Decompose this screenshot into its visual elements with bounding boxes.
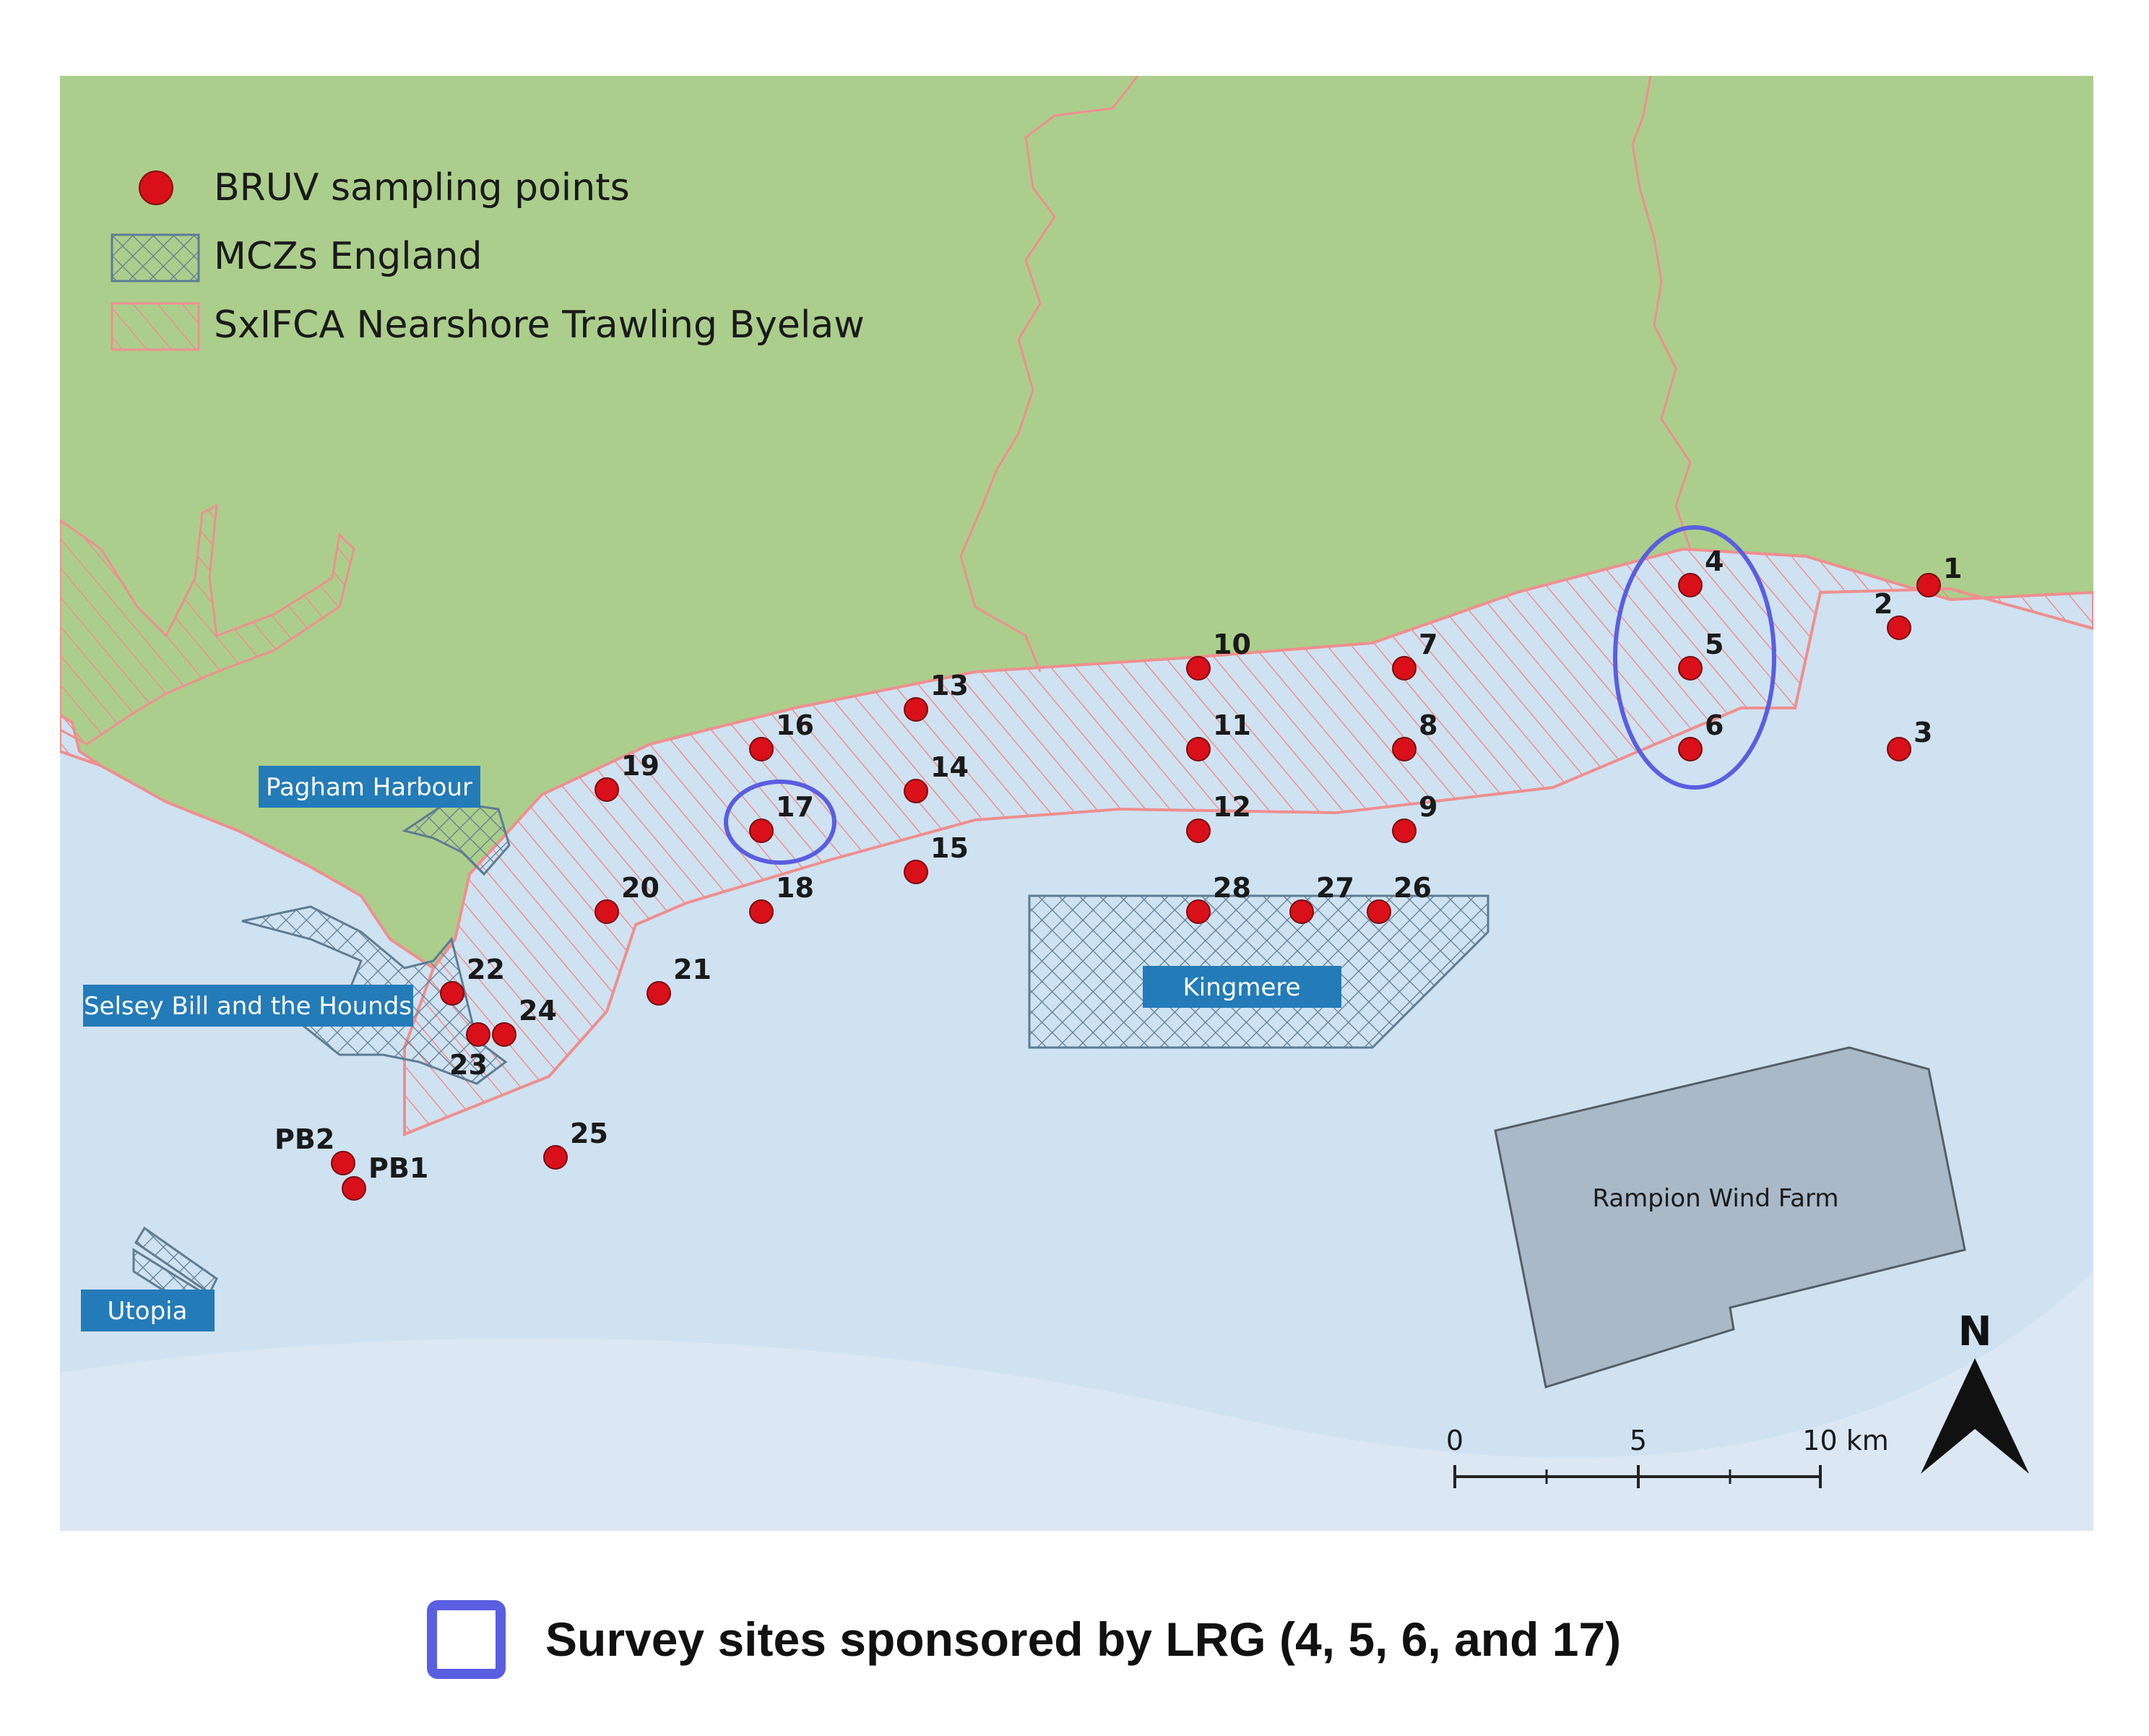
scale-label-0: 0 [1446, 1425, 1463, 1456]
sampling-point-p15 [904, 860, 928, 884]
sampling-point-label-p1: 1 [1943, 553, 1962, 584]
legend-label-points: BRUV sampling points [214, 166, 630, 210]
sampling-point-p16 [749, 737, 774, 761]
caption-swatch [427, 1600, 506, 1679]
sampling-point-label-p19: 19 [621, 750, 660, 782]
sampling-point-p19 [594, 777, 619, 802]
place-label-kingmere: Kingmere [1143, 966, 1341, 1008]
sampling-point-p28 [1186, 899, 1211, 924]
sampling-point-p21 [647, 981, 671, 1006]
sampling-point-p8 [1392, 737, 1417, 761]
county-boundary-west [959, 76, 1139, 673]
sampling-point-p5 [1678, 656, 1703, 681]
sampling-point-pb2 [331, 1151, 355, 1175]
sampling-point-p26 [1367, 899, 1391, 924]
sampling-point-p7 [1392, 656, 1417, 681]
scale-label-5: 5 [1630, 1425, 1647, 1456]
sampling-point-p27 [1289, 899, 1314, 924]
sampling-point-label-p20: 20 [621, 872, 660, 904]
sampling-point-p20 [594, 899, 619, 924]
sampling-point-label-p3: 3 [1914, 717, 1932, 748]
sampling-point-label-p23: 23 [449, 1049, 488, 1081]
sampling-point-label-p5: 5 [1705, 629, 1724, 660]
place-label-pagham: Pagham Harbour [259, 766, 480, 808]
north-label: N [1958, 1308, 1992, 1355]
sampling-point-p24 [492, 1022, 516, 1047]
sampling-point-p18 [749, 899, 774, 924]
sampling-point-p3 [1887, 737, 1911, 761]
pagham-label: Pagham Harbour [266, 773, 472, 802]
sampling-point-label-p9: 9 [1419, 791, 1437, 823]
legend-point-symbol [139, 170, 173, 205]
sampling-point-label-p12: 12 [1213, 791, 1251, 823]
sampling-point-label-p27: 27 [1316, 872, 1354, 904]
sampling-point-label-p22: 22 [467, 954, 505, 985]
legend-byelaw-symbol [111, 302, 200, 351]
sampling-point-label-p10: 10 [1213, 629, 1251, 660]
sampling-point-p6 [1678, 737, 1703, 761]
sampling-point-label-p15: 15 [930, 832, 969, 864]
north-arrow: N [1921, 1308, 2029, 1474]
sampling-point-p25 [543, 1145, 568, 1170]
sampling-point-p23 [466, 1022, 490, 1047]
sampling-point-label-p4: 4 [1705, 545, 1724, 577]
sampling-point-label-p16: 16 [776, 709, 814, 741]
sampling-point-label-p25: 25 [570, 1118, 608, 1149]
scale-bar: 0 5 10 km [1446, 1425, 1889, 1488]
sampling-point-p13 [904, 697, 928, 722]
sampling-point-label-p18: 18 [776, 872, 814, 904]
legend: BRUV sampling points MCZs England SxIFCA… [111, 166, 865, 351]
sampling-point-label-p8: 8 [1419, 709, 1437, 741]
highlight-site-17 [724, 780, 836, 865]
sampling-point-label-p2: 2 [1874, 588, 1893, 620]
sampling-point-pb1 [342, 1176, 366, 1201]
sampling-point-label-p28: 28 [1213, 872, 1251, 904]
place-label-utopia: Utopia [81, 1290, 215, 1331]
sampling-point-label-p24: 24 [519, 995, 557, 1027]
sampling-point-label-pb1: PB1 [368, 1152, 428, 1184]
sampling-point-label-p11: 11 [1213, 709, 1251, 741]
sampling-point-p4 [1678, 573, 1703, 597]
sampling-point-p9 [1392, 819, 1417, 843]
sampling-point-p1 [1916, 573, 1941, 597]
rampion-wind-farm [1494, 1046, 1966, 1389]
sampling-point-label-p26: 26 [1393, 872, 1432, 904]
sampling-point-p14 [904, 779, 928, 803]
legend-label-byelaw: SxIFCA Nearshore Trawling Byelaw [214, 303, 865, 347]
north-arrow-icon [1921, 1358, 2029, 1474]
sampling-point-label-p13: 13 [930, 670, 969, 701]
sampling-point-p2 [1887, 616, 1911, 640]
legend-label-mcz: MCZs England [214, 235, 483, 278]
sampling-point-p22 [440, 981, 464, 1006]
chichester-harbour-inlet [60, 504, 355, 746]
utopia-label: Utopia [108, 1297, 188, 1326]
place-label-selsey: Selsey Bill and the Hounds [83, 985, 413, 1027]
highlight-sites-4-6 [1613, 525, 1776, 790]
sampling-point-p17 [749, 819, 774, 843]
caption-text: Survey sites sponsored by LRG (4, 5, 6, … [545, 1612, 1621, 1666]
rampion-label: Rampion Wind Farm [1592, 1184, 1838, 1213]
land [60, 76, 2093, 968]
sampling-point-p12 [1186, 819, 1211, 843]
sampling-point-label-p14: 14 [930, 751, 969, 783]
sampling-point-label-p7: 7 [1419, 629, 1437, 660]
selsey-label: Selsey Bill and the Hounds [84, 992, 412, 1021]
kingmere-label: Kingmere [1182, 973, 1300, 1002]
legend-mcz-symbol [111, 233, 200, 282]
sampling-points: 1234567891011121314151617181920212223242… [274, 545, 1962, 1201]
sampling-point-label-p21: 21 [673, 954, 712, 985]
sampling-point-label-p17: 17 [776, 791, 814, 823]
sampling-point-label-p6: 6 [1705, 709, 1724, 741]
county-boundary-east [1631, 76, 1692, 550]
sampling-point-p11 [1186, 737, 1211, 761]
caption: Survey sites sponsored by LRG (4, 5, 6, … [427, 1600, 1621, 1679]
sampling-point-label-pb2: PB2 [274, 1123, 334, 1155]
sampling-point-p10 [1186, 656, 1211, 681]
scale-label-10: 10 km [1802, 1425, 1888, 1456]
sea-shading [60, 1271, 2093, 1531]
